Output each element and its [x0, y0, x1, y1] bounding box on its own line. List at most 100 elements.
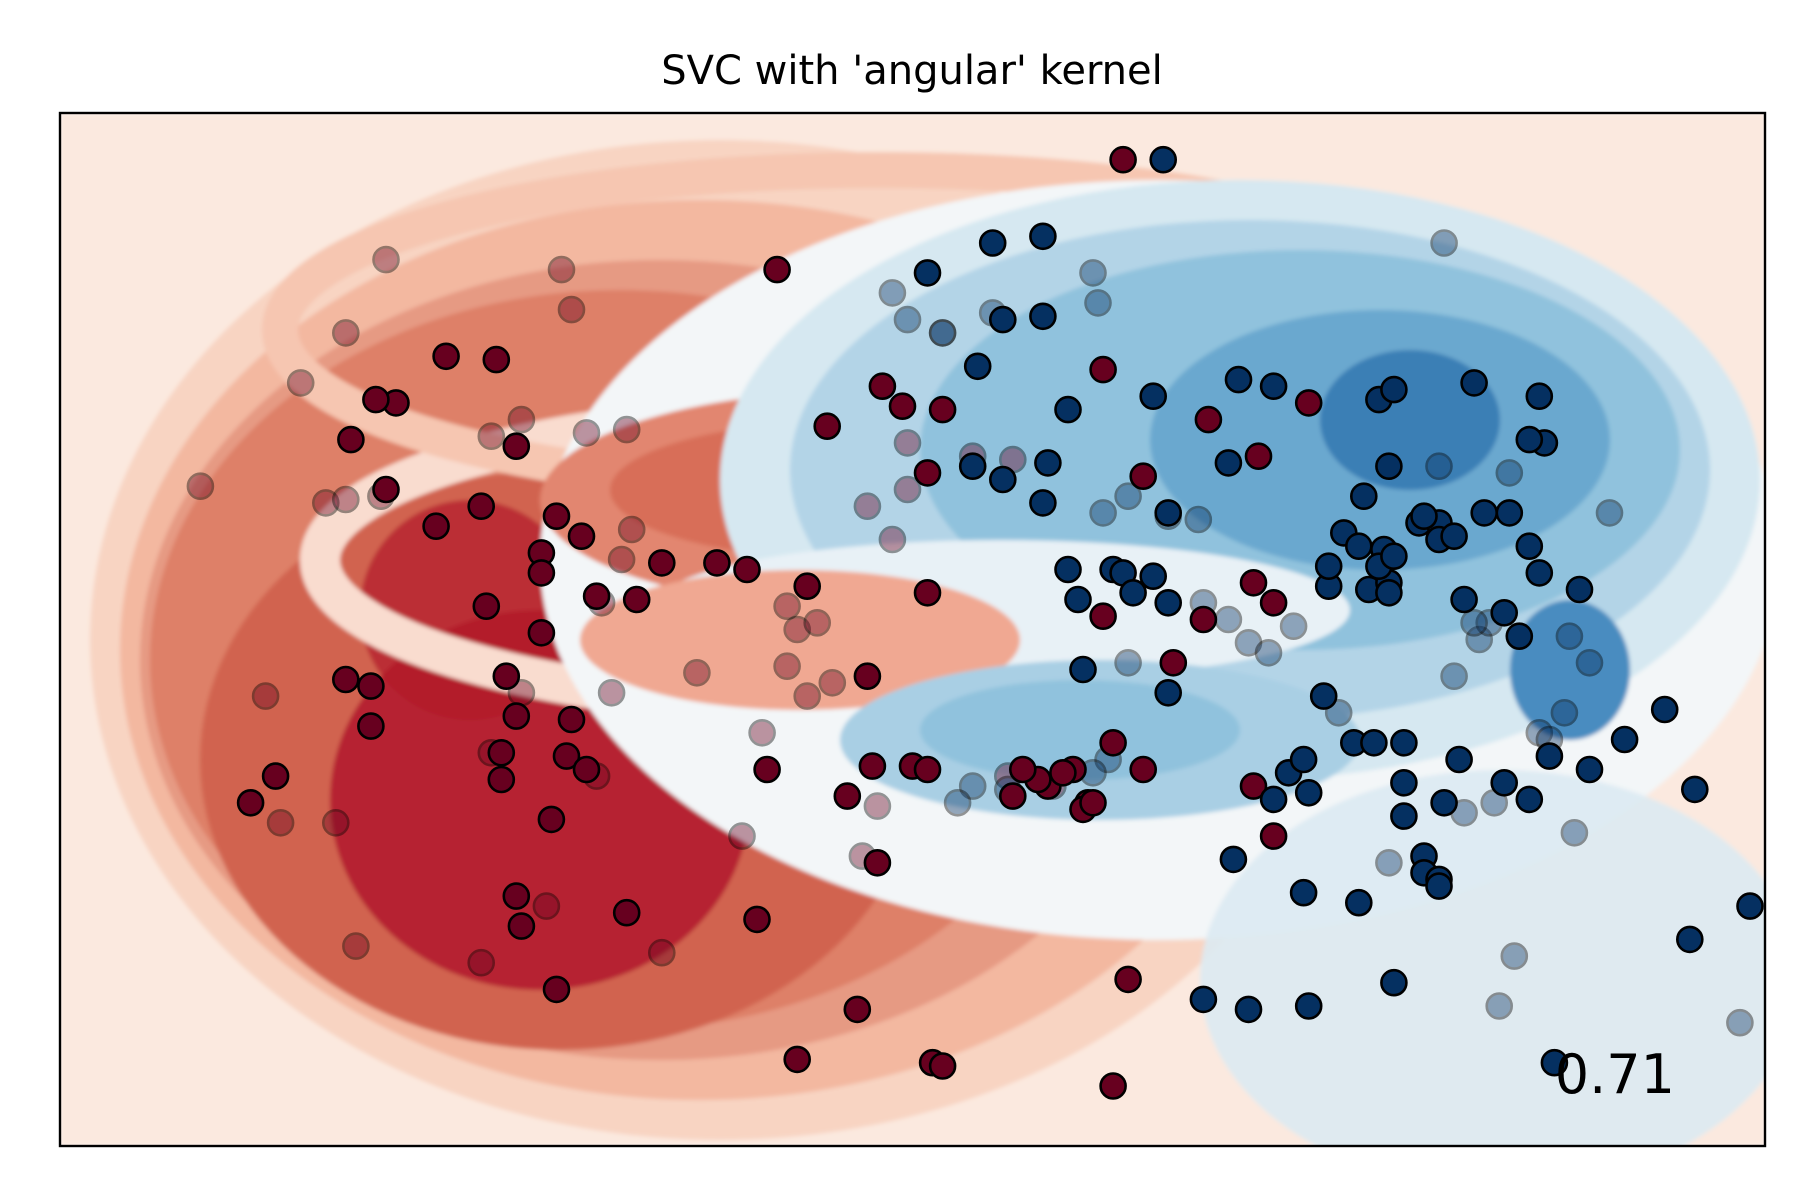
test-point-class-0	[477, 422, 506, 451]
train-point-class-0	[1114, 965, 1142, 994]
test-point-class-1	[1595, 499, 1624, 527]
test-point-class-0	[467, 948, 496, 977]
train-point-class-0	[1259, 588, 1288, 617]
train-point-class-0	[612, 898, 641, 927]
train-point-class-1	[1380, 968, 1408, 997]
train-point-class-0	[1008, 755, 1037, 784]
train-point-class-1	[1289, 745, 1318, 774]
train-point-class-1	[978, 229, 1007, 257]
train-point-class-0	[1244, 442, 1273, 471]
train-point-class-1	[1525, 559, 1554, 587]
train-point-class-1	[963, 352, 992, 381]
train-point-class-1	[1294, 778, 1323, 807]
train-point-class-1	[1224, 365, 1253, 394]
train-point-class-1	[1470, 499, 1498, 527]
train-point-class-1	[1565, 575, 1594, 604]
train-point-class-0	[858, 752, 887, 780]
plot-frame	[58, 111, 1767, 1148]
train-point-class-1	[988, 305, 1017, 334]
test-point-class-0	[547, 255, 576, 284]
test-point-class-0	[572, 419, 601, 447]
train-point-class-0	[1079, 788, 1107, 817]
test-point-class-0	[647, 938, 676, 967]
train-point-class-0	[928, 395, 957, 424]
train-point-class-0	[567, 522, 596, 551]
test-point-class-0	[893, 429, 922, 457]
train-point-class-0	[1049, 758, 1077, 787]
train-point-class-0	[357, 672, 385, 700]
train-point-class-0	[888, 392, 917, 421]
train-point-class-0	[372, 475, 400, 504]
train-point-class-1	[1309, 682, 1338, 710]
test-point-class-1	[1279, 612, 1308, 641]
train-point-class-0	[472, 592, 501, 621]
train-point-class-1	[1425, 872, 1453, 900]
train-point-class-1	[1034, 449, 1062, 477]
train-point-class-0	[572, 755, 601, 784]
train-point-class-0	[813, 412, 842, 441]
test-point-class-1	[1089, 499, 1117, 527]
train-point-class-1	[1736, 892, 1764, 920]
train-point-class-0	[913, 459, 942, 487]
test-point-class-1	[943, 788, 972, 817]
test-point-class-0	[286, 369, 315, 397]
test-point-class-0	[893, 475, 922, 504]
test-point-class-1	[1555, 622, 1584, 651]
train-point-class-1	[1445, 745, 1473, 774]
train-point-class-0	[1239, 772, 1268, 800]
train-point-class-1	[1375, 452, 1403, 481]
test-point-class-0	[331, 319, 360, 347]
train-point-class-0	[793, 572, 822, 601]
train-point-class-1	[1154, 588, 1182, 617]
test-point-class-1	[1550, 698, 1579, 727]
train-point-class-0	[1089, 355, 1117, 384]
train-point-class-1	[1139, 562, 1167, 591]
contour-blue-lower-right	[1200, 770, 1765, 1146]
train-point-class-0	[537, 805, 566, 834]
train-point-class-1	[1380, 375, 1408, 404]
test-point-class-0	[773, 652, 801, 681]
train-point-class-1	[1610, 725, 1639, 754]
train-point-class-1	[1259, 372, 1288, 401]
train-point-class-1	[1360, 728, 1388, 757]
train-point-class-1	[1495, 499, 1524, 527]
test-point-class-0	[266, 808, 295, 837]
train-point-class-1	[1540, 1048, 1569, 1077]
train-point-class-1	[1345, 888, 1373, 917]
train-point-class-1	[1029, 302, 1057, 331]
test-point-class-0	[612, 415, 641, 444]
test-point-class-0	[532, 892, 561, 920]
train-point-class-1	[1259, 785, 1288, 814]
train-point-class-1	[1314, 552, 1343, 581]
train-point-class-1	[1054, 555, 1082, 584]
test-point-class-1	[1495, 459, 1524, 487]
train-point-class-0	[1294, 389, 1323, 417]
train-point-class-0	[557, 705, 586, 734]
test-point-class-1	[1084, 289, 1112, 317]
train-point-class-0	[1109, 145, 1137, 174]
test-point-class-1	[1440, 662, 1468, 691]
train-point-class-1	[1069, 655, 1097, 684]
train-point-class-0	[843, 995, 872, 1024]
train-point-class-0	[622, 585, 651, 614]
test-point-class-1	[1375, 848, 1403, 877]
train-point-class-1	[1460, 369, 1488, 397]
train-point-class-0	[913, 578, 942, 607]
train-point-class-1	[1650, 695, 1679, 724]
train-point-class-0	[542, 502, 571, 531]
train-point-class-0	[502, 882, 531, 910]
train-point-class-1	[1154, 499, 1182, 527]
test-point-class-0	[803, 608, 832, 637]
contour-blue-core	[1320, 350, 1500, 490]
train-point-class-1	[1440, 522, 1468, 551]
test-point-class-0	[617, 515, 646, 544]
train-point-class-0	[487, 765, 516, 794]
test-point-class-0	[683, 658, 711, 687]
train-point-class-1	[1515, 425, 1544, 454]
contour-red-mid-right	[580, 570, 1020, 710]
train-point-class-0	[1129, 462, 1157, 491]
train-point-class-0	[647, 549, 676, 577]
train-point-class-1	[1505, 622, 1534, 651]
train-point-class-0	[913, 755, 942, 784]
train-point-class-0	[357, 712, 385, 740]
